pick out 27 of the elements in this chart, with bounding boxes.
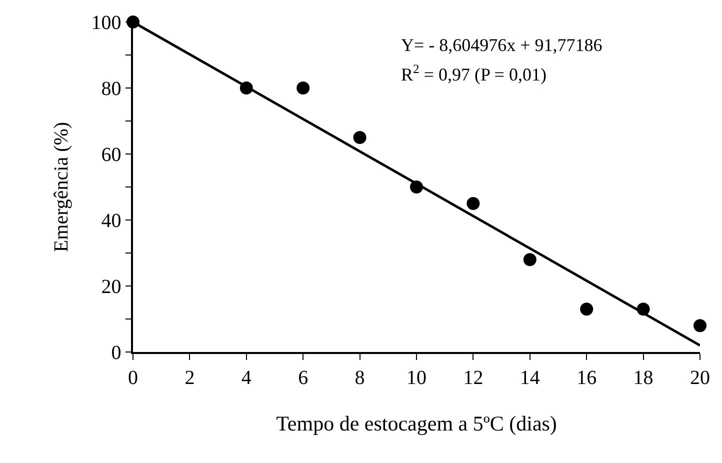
point bbox=[353, 131, 366, 144]
point bbox=[523, 253, 536, 266]
x-tick-label: 2 bbox=[184, 366, 195, 389]
point bbox=[580, 302, 594, 316]
annotation: R$^{2}$ = 0,97 (P = 0,01) bbox=[401, 62, 546, 85]
x-tick-label: 16 bbox=[576, 366, 597, 389]
y-axis-title: Emergência (%) bbox=[50, 122, 72, 252]
point bbox=[296, 82, 310, 94]
y-tick-label: 60 bbox=[101, 144, 122, 166]
y-tick-label: 40 bbox=[101, 210, 122, 232]
x-axis-title: Tempo de estocagem a 5ºC (dias) bbox=[276, 411, 557, 436]
point bbox=[694, 319, 706, 332]
x-tick-label: 18 bbox=[633, 366, 654, 389]
y-tick-label: 0 bbox=[111, 342, 122, 364]
y-tick-label: 80 bbox=[101, 78, 122, 100]
y-tick-label: 100 bbox=[91, 12, 122, 34]
x-tick-label: 0 bbox=[128, 366, 138, 389]
point bbox=[466, 197, 480, 210]
x-tick-label: 10 bbox=[406, 366, 426, 389]
x-tick-label: 4 bbox=[241, 366, 252, 389]
x-tick-label: 12 bbox=[463, 366, 484, 389]
x-tick-label: 20 bbox=[690, 366, 710, 389]
annotation: Y= - 8,604976x + 91,77186 bbox=[401, 35, 602, 55]
x-tick-label: 6 bbox=[298, 366, 308, 389]
x-tick-label: 8 bbox=[354, 366, 365, 389]
y-tick-label: 20 bbox=[101, 276, 122, 298]
x-tick-label: 14 bbox=[520, 366, 540, 389]
